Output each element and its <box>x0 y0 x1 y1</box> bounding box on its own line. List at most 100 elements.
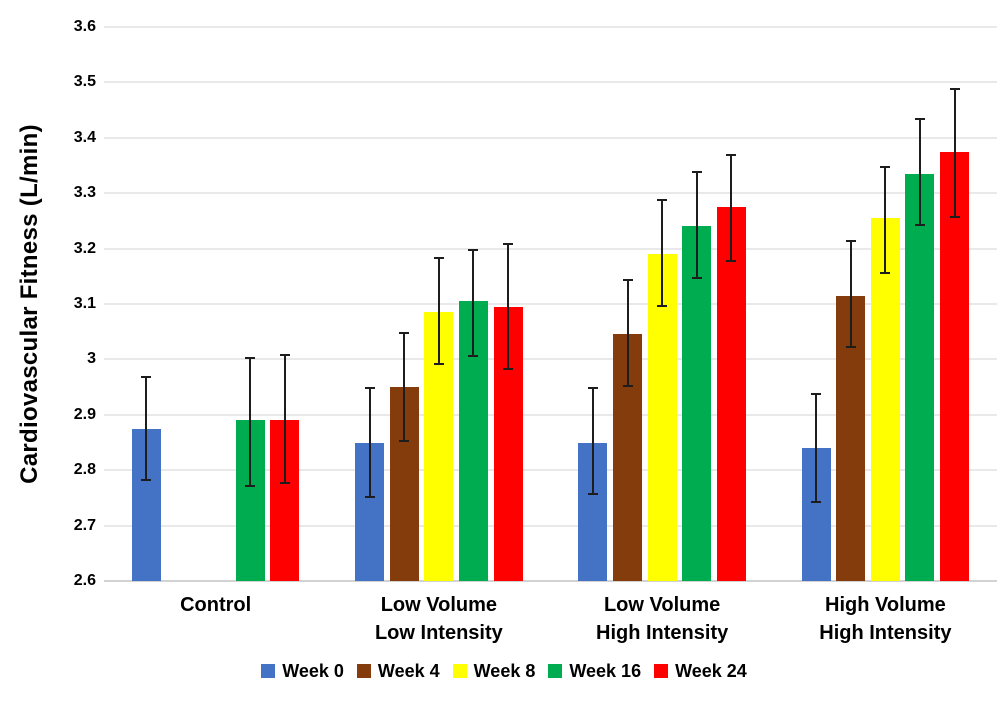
error-bar-cap-top <box>433 256 444 259</box>
bar <box>940 151 970 581</box>
error-bar-cap-bottom <box>364 495 375 498</box>
error-bar-cap-bottom <box>433 362 444 365</box>
error-bar <box>468 248 479 357</box>
bar <box>682 226 712 581</box>
error-bar <box>433 256 444 365</box>
error-bar <box>949 87 960 219</box>
x-category-label-line: High Volume <box>825 594 946 616</box>
error-bar-cap-bottom <box>587 493 598 496</box>
error-bar <box>399 331 410 443</box>
gridline <box>104 469 997 472</box>
error-bar-line <box>849 240 852 349</box>
y-tick-label: 2.9 <box>73 405 96 423</box>
x-category-label: Low Volume Low Intensity <box>327 591 551 647</box>
error-bar-cap-bottom <box>399 440 410 443</box>
error-bar-cap-bottom <box>503 368 514 371</box>
x-category-label: High Volume High Intensity <box>773 591 997 647</box>
error-bar-line <box>368 387 371 498</box>
legend-item: Week 24 <box>654 660 747 682</box>
error-bar-line <box>472 248 475 357</box>
y-axis-ticks: 3.6 3.5 3.4 3.3 3.2 3.1 3 2.9 2.8 2.7 2.6 <box>34 18 96 589</box>
error-bar-line <box>730 154 733 263</box>
error-bar-cap-bottom <box>845 346 856 349</box>
y-tick-label: 3 <box>87 350 96 368</box>
error-bar-cap-top <box>503 243 514 246</box>
error-bar <box>691 171 702 280</box>
error-bar-cap-bottom <box>279 482 290 485</box>
y-tick-label: 2.8 <box>73 461 96 479</box>
error-bar-cap-top <box>364 387 375 390</box>
error-bar-cap-top <box>914 118 925 121</box>
error-bar <box>880 165 891 274</box>
y-tick-label: 3.2 <box>73 239 96 257</box>
legend: Week 0 Week 4 Week 8 Week 16 Week 24 <box>0 660 1008 682</box>
error-bar <box>811 392 822 504</box>
error-bar-line <box>815 392 818 504</box>
error-bar-cap-top <box>622 279 633 282</box>
error-bar-line <box>884 165 887 274</box>
legend-swatch <box>356 664 371 678</box>
legend-label: Week 0 <box>282 661 344 681</box>
legend-label: Week 16 <box>569 661 642 681</box>
error-bar <box>726 154 737 263</box>
legend-swatch <box>548 664 563 678</box>
x-category-label-line: Low Intensity <box>374 622 503 644</box>
y-tick-label: 2.6 <box>73 572 96 589</box>
legend-label: Week 8 <box>473 661 536 681</box>
y-tick-label: 3.6 <box>73 18 96 35</box>
error-bar-cap-top <box>587 387 598 390</box>
error-bar-cap-top <box>949 87 960 90</box>
gridline <box>104 247 997 250</box>
error-bar-cap-bottom <box>880 271 891 274</box>
error-bar-line <box>249 356 252 487</box>
error-bar-cap-bottom <box>468 354 479 357</box>
bar <box>905 173 935 581</box>
error-bar-line <box>403 331 406 443</box>
y-tick-label: 2.7 <box>73 516 96 534</box>
gridline <box>104 580 997 582</box>
error-bar-cap-top <box>141 376 152 379</box>
gridline <box>104 303 997 305</box>
error-bar <box>622 279 633 388</box>
legend-swatch <box>261 664 276 678</box>
error-bar-line <box>591 387 594 496</box>
y-tick-label: 3.4 <box>73 128 96 146</box>
error-bar-cap-bottom <box>622 385 633 388</box>
error-bar-cap-top <box>399 331 410 334</box>
error-bar-cap-bottom <box>691 277 702 280</box>
error-bar <box>587 387 598 496</box>
error-bar-line <box>507 243 510 371</box>
x-category-label-line: Low Volume <box>603 594 721 616</box>
y-tick-label: 3.5 <box>73 73 96 91</box>
error-bar <box>503 243 514 371</box>
error-bar-line <box>953 87 956 219</box>
error-bar <box>845 240 856 349</box>
error-bar <box>141 376 152 482</box>
plot-area <box>104 26 997 582</box>
error-bar-cap-top <box>811 392 822 395</box>
error-bar-line <box>626 279 629 388</box>
bar <box>870 218 900 581</box>
error-bar-cap-top <box>880 165 891 168</box>
x-category-label: Control <box>104 591 328 619</box>
x-category-label-line: High Intensity <box>596 622 729 644</box>
error-bar <box>279 353 290 485</box>
error-bar-cap-top <box>468 248 479 251</box>
x-axis-labels: Control Low Volume Low Intensity Low Volume… <box>104 591 997 653</box>
bar <box>716 207 746 581</box>
legend-swatch <box>654 664 669 678</box>
error-bar-line <box>695 171 698 280</box>
error-bar-cap-bottom <box>657 304 668 307</box>
error-bar-cap-top <box>657 198 668 201</box>
legend-swatch <box>452 664 467 678</box>
error-bar-line <box>918 118 921 227</box>
x-category-label: Low Volume High Intensity <box>550 591 774 647</box>
error-bar-cap-top <box>691 171 702 174</box>
bar <box>647 254 677 581</box>
error-bar-cap-top <box>845 240 856 243</box>
legend-label: Week 4 <box>377 661 440 681</box>
legend-item: Week 8 <box>452 660 536 682</box>
legend-item: Week 16 <box>548 660 641 682</box>
error-bar-cap-bottom <box>245 484 256 487</box>
